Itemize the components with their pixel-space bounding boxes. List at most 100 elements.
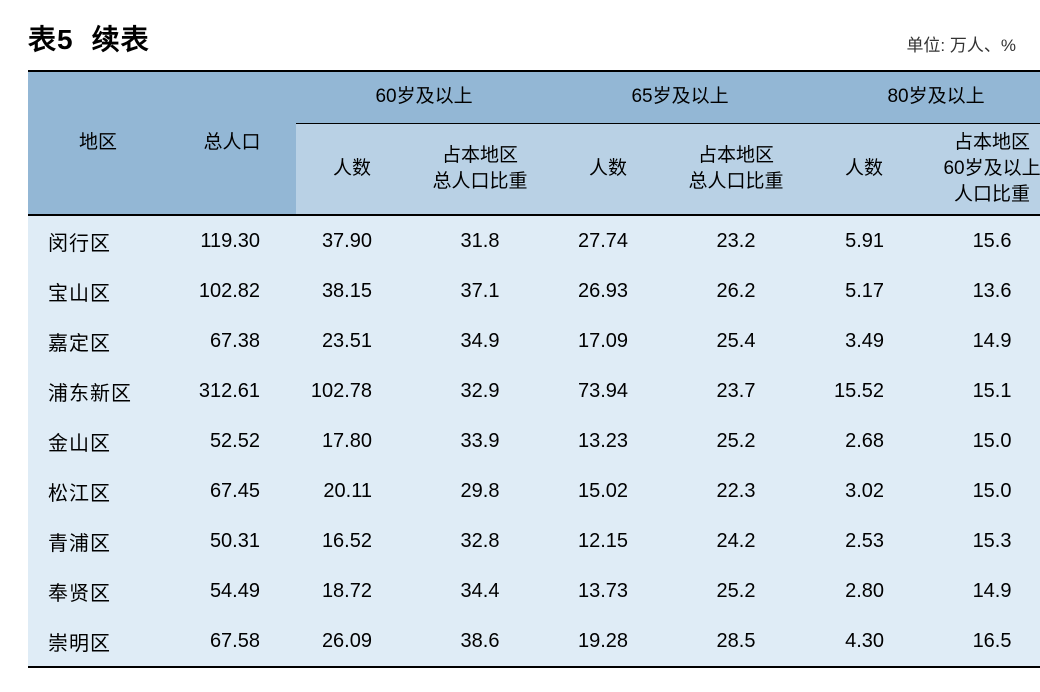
- cell-60-pct: 34.9: [408, 316, 552, 366]
- cell-total: 119.30: [168, 215, 296, 266]
- table-title: 表5续表: [28, 18, 150, 58]
- title-text: 续表: [92, 24, 150, 55]
- cell-65-pct: 22.3: [664, 466, 808, 516]
- pct-line: 占本地区: [442, 145, 518, 166]
- cell-65-count: 13.73: [552, 566, 664, 616]
- cell-region: 浦东新区: [28, 366, 168, 416]
- cell-80-count: 2.68: [808, 416, 920, 466]
- cell-80-count: 3.49: [808, 316, 920, 366]
- table-row: 松江区67.4520.1129.815.0222.33.0215.0: [28, 466, 1040, 516]
- col-sub-65-count: 人数: [552, 123, 664, 215]
- cell-total: 67.38: [168, 316, 296, 366]
- table-row: 浦东新区312.61102.7832.973.9423.715.5215.1: [28, 366, 1040, 416]
- cell-60-count: 23.51: [296, 316, 408, 366]
- cell-80-pct: 15.0: [920, 466, 1040, 516]
- table-row: 金山区52.5217.8033.913.2325.22.6815.0: [28, 416, 1040, 466]
- table-row: 崇明区67.5826.0938.619.2828.54.3016.5: [28, 616, 1040, 667]
- unit-label: 单位: 万人、%: [906, 31, 1020, 58]
- cell-region: 松江区: [28, 466, 168, 516]
- cell-total: 102.82: [168, 266, 296, 316]
- cell-80-pct: 15.1: [920, 366, 1040, 416]
- cell-80-pct: 15.6: [920, 215, 1040, 266]
- cell-region: 青浦区: [28, 516, 168, 566]
- cell-region: 奉贤区: [28, 566, 168, 616]
- cell-80-pct: 16.5: [920, 616, 1040, 667]
- cell-80-count: 5.17: [808, 266, 920, 316]
- cell-total: 67.58: [168, 616, 296, 667]
- cell-80-pct: 14.9: [920, 566, 1040, 616]
- cell-60-count: 38.15: [296, 266, 408, 316]
- cell-65-pct: 23.2: [664, 215, 808, 266]
- cell-80-pct: 15.3: [920, 516, 1040, 566]
- cell-80-count: 5.91: [808, 215, 920, 266]
- pct-line: 60岁及以上: [943, 158, 1040, 179]
- cell-65-pct: 25.2: [664, 416, 808, 466]
- cell-total: 52.52: [168, 416, 296, 466]
- table-head: 地区 总人口 60岁及以上 65岁及以上 80岁及以上 人数 占本地区 总人口比…: [28, 71, 1040, 215]
- cell-60-count: 17.80: [296, 416, 408, 466]
- col-sub-80-pct: 占本地区 60岁及以上 人口比重: [920, 123, 1040, 215]
- cell-65-count: 73.94: [552, 366, 664, 416]
- cell-total: 54.49: [168, 566, 296, 616]
- cell-60-count: 26.09: [296, 616, 408, 667]
- cell-65-count: 13.23: [552, 416, 664, 466]
- cell-65-pct: 25.4: [664, 316, 808, 366]
- cell-60-pct: 38.6: [408, 616, 552, 667]
- cell-60-pct: 31.8: [408, 215, 552, 266]
- cell-region: 嘉定区: [28, 316, 168, 366]
- pct-line: 占本地区: [954, 132, 1030, 153]
- cell-total: 312.61: [168, 366, 296, 416]
- pct-line: 占本地区: [698, 145, 774, 166]
- cell-60-pct: 32.9: [408, 366, 552, 416]
- page-root: 表5续表 单位: 万人、% 地区 总人口 60岁及以上 65岁及以上 80岁及以…: [0, 0, 1040, 692]
- cell-60-count: 102.78: [296, 366, 408, 416]
- pct-line: 人口比重: [954, 184, 1030, 205]
- cell-65-count: 19.28: [552, 616, 664, 667]
- col-group-80: 80岁及以上: [808, 71, 1040, 123]
- col-sub-60-count: 人数: [296, 123, 408, 215]
- col-sub-80-count: 人数: [808, 123, 920, 215]
- pct-line: 总人口比重: [433, 171, 528, 192]
- cell-total: 67.45: [168, 466, 296, 516]
- col-group-65: 65岁及以上: [552, 71, 808, 123]
- cell-total: 50.31: [168, 516, 296, 566]
- cell-80-count: 15.52: [808, 366, 920, 416]
- cell-80-count: 3.02: [808, 466, 920, 516]
- title-row: 表5续表 单位: 万人、%: [28, 18, 1020, 58]
- col-header-total: 总人口: [168, 71, 296, 215]
- cell-80-pct: 13.6: [920, 266, 1040, 316]
- cell-60-count: 20.11: [296, 466, 408, 516]
- cell-80-count: 2.80: [808, 566, 920, 616]
- cell-60-pct: 37.1: [408, 266, 552, 316]
- cell-60-pct: 33.9: [408, 416, 552, 466]
- data-table: 地区 总人口 60岁及以上 65岁及以上 80岁及以上 人数 占本地区 总人口比…: [28, 70, 1040, 668]
- table-row: 宝山区102.8238.1537.126.9326.25.1713.6: [28, 266, 1040, 316]
- col-sub-60-pct: 占本地区 总人口比重: [408, 123, 552, 215]
- cell-region: 宝山区: [28, 266, 168, 316]
- cell-65-pct: 23.7: [664, 366, 808, 416]
- cell-60-count: 37.90: [296, 215, 408, 266]
- cell-60-pct: 29.8: [408, 466, 552, 516]
- pct-line: 总人口比重: [689, 171, 784, 192]
- table-row: 闵行区119.3037.9031.827.7423.25.9115.6: [28, 215, 1040, 266]
- cell-65-count: 17.09: [552, 316, 664, 366]
- cell-65-count: 26.93: [552, 266, 664, 316]
- col-header-region: 地区: [28, 71, 168, 215]
- cell-65-count: 15.02: [552, 466, 664, 516]
- cell-65-pct: 25.2: [664, 566, 808, 616]
- table-row: 奉贤区54.4918.7234.413.7325.22.8014.9: [28, 566, 1040, 616]
- cell-80-pct: 14.9: [920, 316, 1040, 366]
- cell-65-count: 12.15: [552, 516, 664, 566]
- cell-60-pct: 34.4: [408, 566, 552, 616]
- table-row: 青浦区50.3116.5232.812.1524.22.5315.3: [28, 516, 1040, 566]
- cell-65-pct: 24.2: [664, 516, 808, 566]
- cell-region: 崇明区: [28, 616, 168, 667]
- cell-60-pct: 32.8: [408, 516, 552, 566]
- col-group-60: 60岁及以上: [296, 71, 552, 123]
- col-sub-65-pct: 占本地区 总人口比重: [664, 123, 808, 215]
- cell-65-pct: 28.5: [664, 616, 808, 667]
- cell-80-count: 4.30: [808, 616, 920, 667]
- cell-region: 闵行区: [28, 215, 168, 266]
- cell-80-count: 2.53: [808, 516, 920, 566]
- cell-65-count: 27.74: [552, 215, 664, 266]
